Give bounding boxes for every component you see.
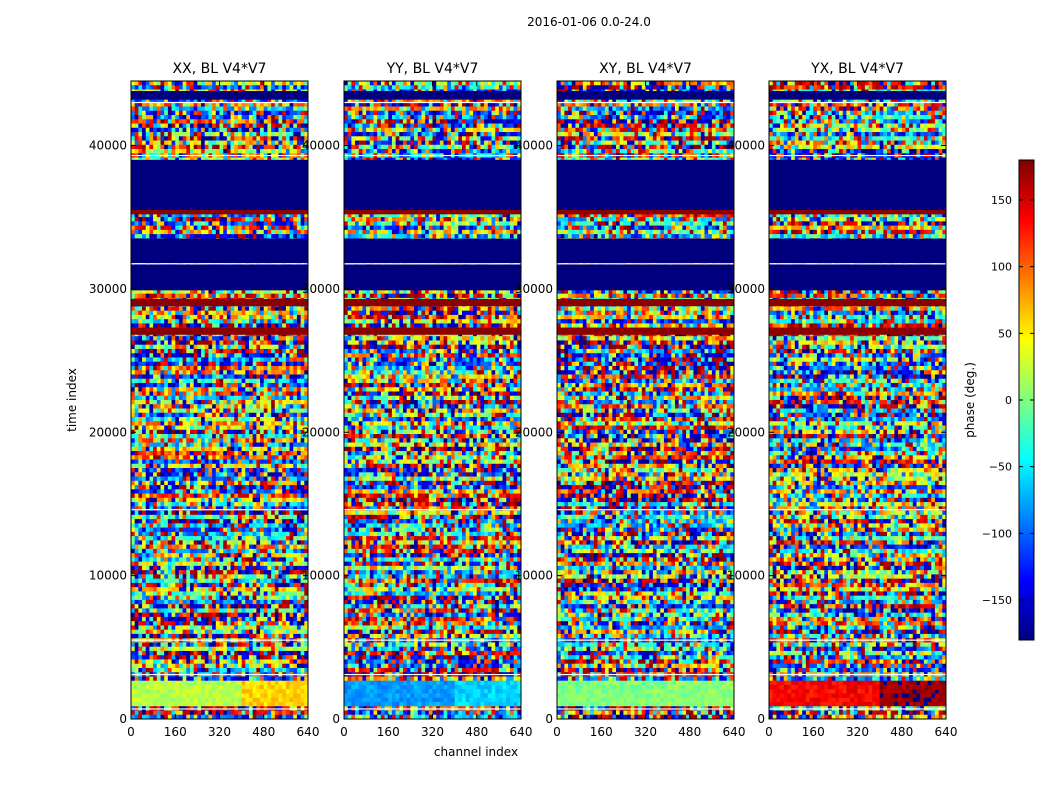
y-tick-label: 0 (545, 712, 553, 726)
solid-band-5 (557, 210, 734, 215)
x-tick-label: 640 (297, 725, 320, 739)
solid-band-6 (769, 298, 946, 307)
solid-band-1 (131, 159, 308, 211)
colorbar-tick-label: 50 (998, 327, 1012, 340)
x-tick-label: 160 (164, 725, 187, 739)
y-tick-label: 0 (119, 712, 127, 726)
y-tick-label: 0 (332, 712, 340, 726)
x-tick-label: 0 (340, 725, 348, 739)
y-tick-label: 20000 (727, 425, 765, 439)
panel-title: YX, BL V4*V7 (810, 61, 904, 77)
colorbar: 150 100 50 0 −50 −100 −150 phase (deg.) (963, 159, 1035, 641)
colorbar-tick-label: −50 (989, 461, 1012, 474)
x-tick-label: 480 (465, 725, 488, 739)
colorbar-tick-label: 0 (1005, 394, 1012, 407)
colorbar-ticks: 150 100 50 0 −50 −100 −150 (982, 194, 1034, 607)
x-tick-label: 160 (590, 725, 613, 739)
y-tick-label: 30000 (515, 282, 553, 296)
x-tick-label: 640 (723, 725, 746, 739)
solid-band-1 (344, 159, 521, 211)
x-axis-label: channel index (434, 745, 518, 759)
y-tick-label: 10000 (727, 569, 765, 583)
x-tick-label: 320 (208, 725, 231, 739)
solid-band-2 (769, 238, 946, 264)
solid-band-7 (557, 327, 734, 335)
solid-band-3 (557, 264, 734, 291)
y-tick-label: 10000 (515, 569, 553, 583)
solid-band-4 (131, 91, 308, 100)
solid-band-6 (344, 298, 521, 307)
solid-band-3 (344, 264, 521, 291)
x-tick-label: 480 (252, 725, 275, 739)
x-tick-label: 480 (890, 725, 913, 739)
panel-3: XY, BL V4*V7 0 160 320 480 640 0 10000 20000 3000… (515, 61, 746, 739)
panel-4: YX, BL V4*V7 0 160 320 480 640 0 10000 20000 3000… (727, 61, 958, 739)
x-tick-label: 0 (127, 725, 135, 739)
solid-band-5 (769, 210, 946, 215)
solid-band-7 (769, 327, 946, 335)
solid-band-6 (557, 298, 734, 307)
solid-band-2 (557, 238, 734, 264)
y-tick-label: 20000 (515, 425, 553, 439)
solid-band-4 (557, 91, 734, 100)
x-tick-label: 640 (510, 725, 533, 739)
solid-band-7 (131, 327, 308, 335)
y-tick-label: 40000 (89, 139, 127, 153)
solid-band-5 (131, 210, 308, 215)
colorbar-tick-label: 150 (991, 194, 1012, 207)
y-tick-label: 20000 (302, 425, 340, 439)
x-tick-label: 320 (421, 725, 444, 739)
y-tick-label: 40000 (302, 139, 340, 153)
colorbar-tick-label: −100 (982, 527, 1012, 540)
y-axis-label: time index (65, 368, 79, 432)
x-tick-label: 160 (802, 725, 825, 739)
solid-band-5 (344, 210, 521, 215)
panel-1: XX, BL V4*V7 0 160 320 480 640 0 10000 20000 3000… (89, 61, 320, 739)
panel-title: YY, BL V4*V7 (386, 61, 479, 77)
chart-suptitle: 2016-01-06 0.0-24.0 (527, 15, 651, 29)
x-tick-label: 320 (846, 725, 869, 739)
x-tick-label: 0 (553, 725, 561, 739)
y-tick-label: 30000 (727, 282, 765, 296)
solid-band-4 (769, 91, 946, 100)
y-tick-label: 40000 (515, 139, 553, 153)
axis-labels: channel index time index (65, 368, 518, 759)
x-tick-label: 320 (634, 725, 657, 739)
heatmap-cells (769, 81, 946, 719)
y-tick-label: 30000 (302, 282, 340, 296)
y-tick-label: 30000 (89, 282, 127, 296)
panel-title: XX, BL V4*V7 (173, 61, 267, 77)
panel-title: XY, BL V4*V7 (599, 61, 692, 77)
colorbar-label: phase (deg.) (963, 362, 977, 438)
solid-band-1 (557, 159, 734, 211)
y-tick-label: 10000 (89, 569, 127, 583)
solid-band-2 (131, 238, 308, 264)
x-tick-label: 160 (377, 725, 400, 739)
solid-band-6 (131, 298, 308, 307)
solid-band-4 (344, 91, 521, 100)
y-tick-label: 40000 (727, 139, 765, 153)
y-tick-label: 0 (757, 712, 765, 726)
heatmap-cells (344, 81, 521, 719)
solid-band-7 (344, 327, 521, 335)
heatmap-cells (557, 81, 734, 719)
y-tick-label: 10000 (302, 569, 340, 583)
x-tick-label: 0 (765, 725, 773, 739)
x-tick-label: 480 (678, 725, 701, 739)
solid-band-2 (344, 238, 521, 264)
heatmap-cells (131, 81, 308, 719)
solid-band-3 (769, 264, 946, 291)
panel-2: YY, BL V4*V7 0 160 320 480 640 0 10000 20000 3000… (302, 61, 533, 739)
x-tick-label: 640 (935, 725, 958, 739)
solid-band-3 (131, 264, 308, 291)
y-tick-label: 20000 (89, 425, 127, 439)
solid-band-1 (769, 159, 946, 211)
colorbar-tick-label: −150 (982, 594, 1012, 607)
panels-group: XX, BL V4*V7 0 160 320 480 640 0 10000 20000 3000… (89, 61, 958, 739)
colorbar-tick-label: 100 (991, 261, 1012, 274)
